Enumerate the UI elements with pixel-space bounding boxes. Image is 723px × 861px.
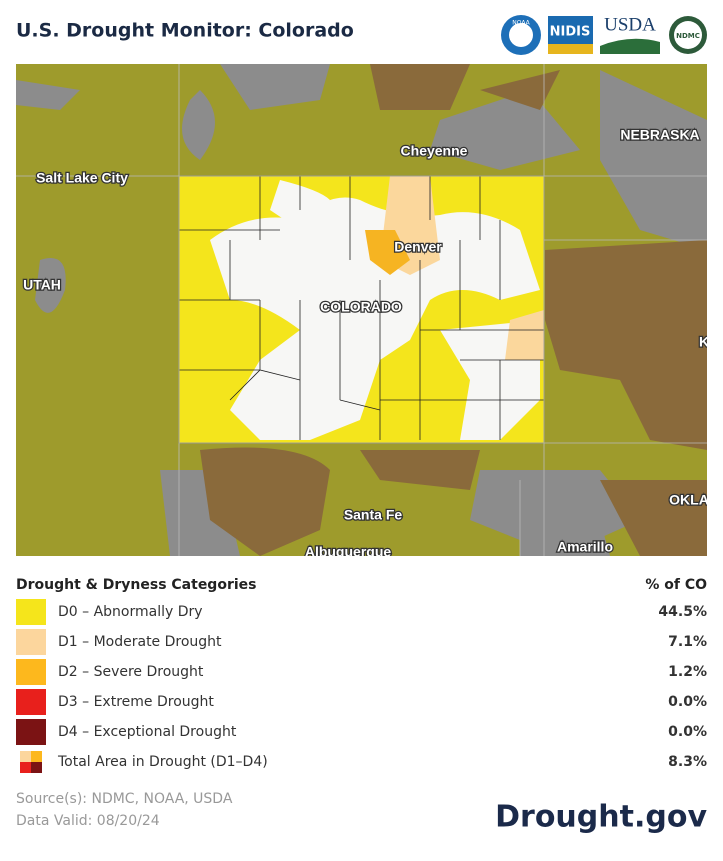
legend-value: 0.0% — [668, 694, 707, 710]
legend-label: D1 – Moderate Drought — [58, 634, 222, 650]
legend-swatch — [31, 762, 42, 773]
data-valid: Data Valid: 08/20/24 — [16, 813, 160, 829]
logo-ndmc: NDMC — [676, 32, 700, 40]
map-label: COLORADO — [320, 299, 402, 315]
map-label: OKLA — [669, 492, 709, 508]
legend-label: Total Area in Drought (D1–D4) — [57, 754, 268, 770]
legend-rows: D0 – Abnormally Dry 44.5% D1 – Moderate Dr… — [16, 599, 707, 773]
legend-value: 0.0% — [668, 724, 707, 740]
legend-swatch — [31, 751, 42, 762]
legend-value: 1.2% — [668, 664, 707, 680]
legend-swatch — [16, 659, 46, 685]
legend-swatch — [16, 689, 46, 715]
map-label: NEBRASKA — [620, 127, 699, 143]
brand: Drought.gov — [495, 800, 707, 835]
legend-swatch — [20, 762, 31, 773]
title: U.S. Drought Monitor: Colorado — [16, 20, 354, 42]
map-label: Denver — [394, 239, 442, 255]
logo-usda: USDA — [604, 14, 656, 35]
legend-swatch — [20, 751, 31, 762]
source: Source(s): NDMC, NOAA, USDA — [16, 791, 233, 807]
legend-label: D3 – Extreme Drought — [58, 694, 214, 710]
legend-title: Drought & Dryness Categories — [16, 577, 256, 593]
map-label: K — [699, 334, 709, 350]
legend-swatch — [16, 629, 46, 655]
map-label: Salt Lake City — [36, 170, 128, 186]
map: Cheyenne NEBRASKA Salt Lake City UTAH De… — [16, 64, 709, 560]
map-label: Amarillo — [557, 539, 613, 555]
legend-value-header: % of CO — [645, 577, 707, 593]
logo-nidis: NIDIS — [550, 25, 591, 40]
map-label: UTAH — [23, 277, 61, 293]
map-label: Albuquerque — [305, 544, 392, 560]
legend-value: 7.1% — [668, 634, 707, 650]
legend-label: D0 – Abnormally Dry — [58, 604, 203, 620]
map-label: Cheyenne — [401, 143, 468, 159]
logos: NOAA NIDIS USDA NDMC — [501, 14, 707, 55]
legend-swatch — [16, 719, 46, 745]
legend-label: D4 – Exceptional Drought — [58, 724, 237, 740]
map-label: Santa Fe — [344, 507, 403, 523]
legend-label: D2 – Severe Drought — [58, 664, 204, 680]
legend-value: 44.5% — [658, 604, 707, 620]
legend-value: 8.3% — [668, 754, 707, 770]
logo-noaa: NOAA — [512, 20, 530, 27]
legend-swatch — [16, 599, 46, 625]
